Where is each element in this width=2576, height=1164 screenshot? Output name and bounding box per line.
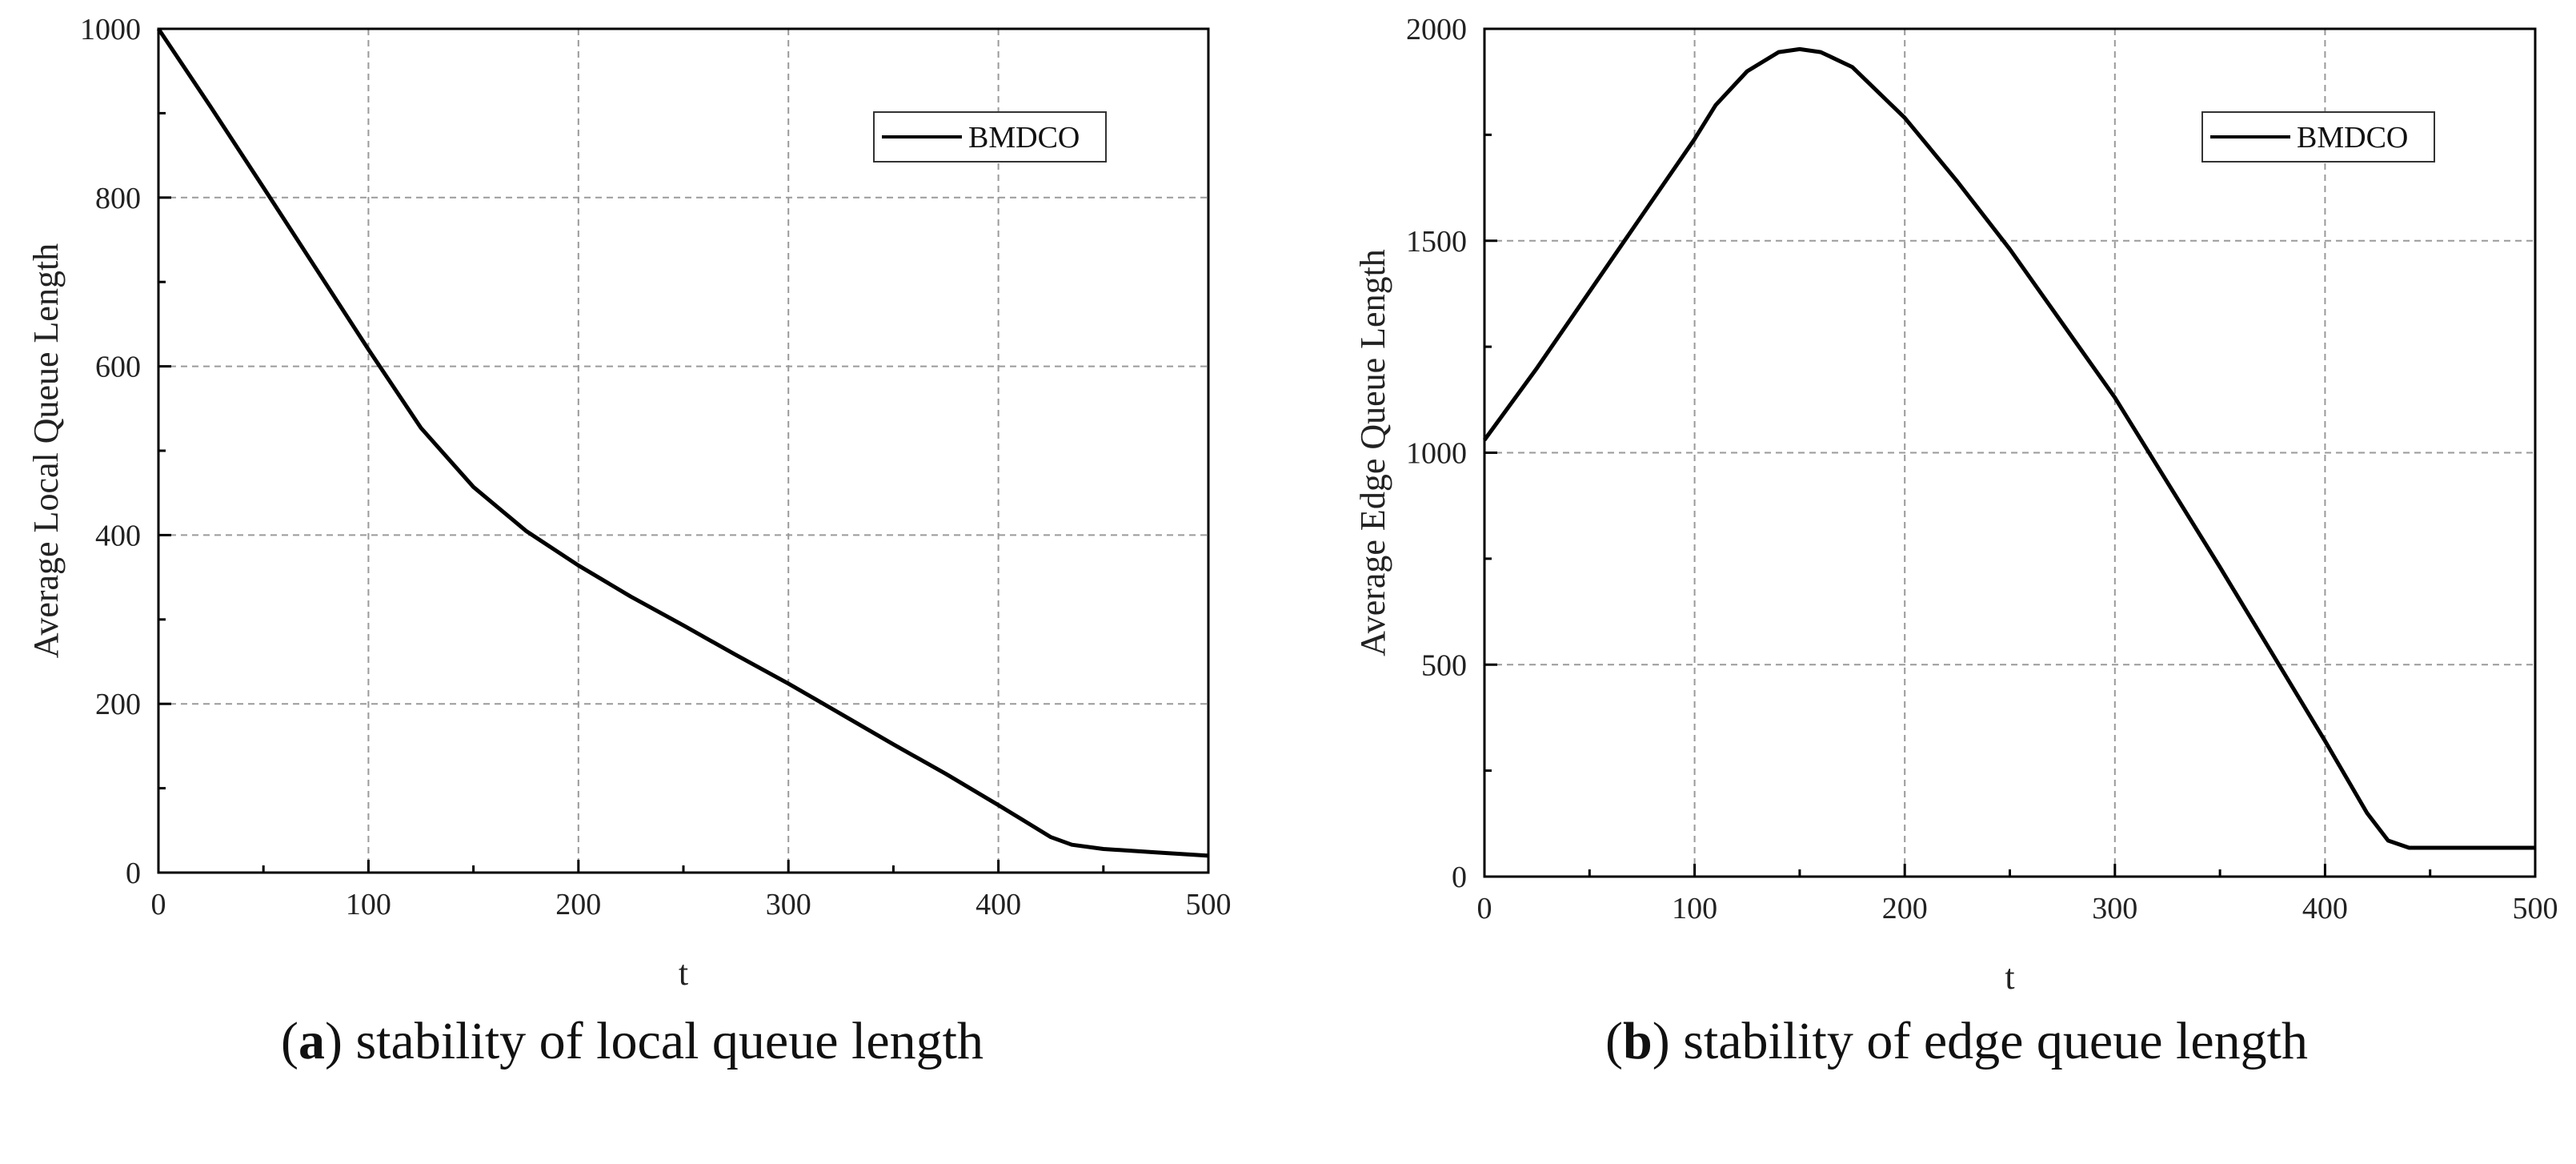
chart-b-y-tick-label: 1500 xyxy=(1406,225,1467,259)
chart-b-y-tick-label: 0 xyxy=(1452,861,1467,894)
chart-a-grid xyxy=(158,29,1208,873)
chart-b-caption: (b) stability of edge queue length xyxy=(1605,1012,2308,1070)
chart-b-caption-open: ( xyxy=(1605,1012,1623,1070)
chart-b-plot-frame xyxy=(1483,27,2537,878)
chart-a-series xyxy=(156,27,1209,858)
chart-a-caption-letter: a xyxy=(298,1012,325,1070)
chart-a-y-tick-label: 600 xyxy=(95,351,141,384)
chart-b: 0 100 200 300 400 500 0 500 1000 1500 2000 t Avera… xyxy=(1353,13,2558,1070)
chart-a-caption-text: stability of local queue length xyxy=(356,1012,984,1070)
chart-a-plot-frame xyxy=(157,27,1210,874)
chart-a-caption: (a) stability of local queue length xyxy=(281,1012,984,1070)
chart-b-legend-label: BMDCO xyxy=(2297,121,2408,155)
chart-a-legend-label: BMDCO xyxy=(968,121,1080,155)
chart-a-y-axis-title: Average Local Queue Length xyxy=(26,243,66,658)
chart-b-caption-letter: b xyxy=(1623,1012,1653,1070)
chart-a-x-tick-label: 500 xyxy=(1186,888,1232,921)
chart-a-x-tick-label: 200 xyxy=(555,888,601,921)
chart-b-x-tick-label: 500 xyxy=(2513,892,2558,925)
chart-a-y-tick-label: 800 xyxy=(95,182,141,215)
chart-b-series-line-bmdco xyxy=(1482,46,2535,850)
chart-a-y-tick-label: 400 xyxy=(95,519,141,552)
chart-a-caption-close: ) xyxy=(325,1012,355,1070)
chart-b-y-tick-label: 500 xyxy=(1421,648,1467,682)
chart-b-y-tick-label: 2000 xyxy=(1406,13,1467,46)
chart-b-grid xyxy=(1484,29,2535,877)
chart-b-caption-close: ) xyxy=(1653,1012,1683,1070)
chart-a-x-tick-label: 100 xyxy=(346,888,391,921)
chart-b-y-tick-label: 1000 xyxy=(1406,437,1467,471)
chart-b-tick-labels: 0 100 200 300 400 500 0 500 1000 1500 2000 xyxy=(1406,13,2558,925)
chart-a-x-tick-label: 300 xyxy=(766,888,811,921)
chart-b-x-tick-label: 0 xyxy=(1477,892,1492,925)
chart-b-y-axis-title: Average Edge Queue Length xyxy=(1353,249,1392,656)
chart-a-y-tick-label: 1000 xyxy=(80,13,141,46)
chart-b-x-tick-label: 400 xyxy=(2302,892,2348,925)
chart-b-x-tick-label: 100 xyxy=(1672,892,1717,925)
chart-b-legend: BMDCO xyxy=(2201,111,2435,163)
chart-a-x-tick-label: 0 xyxy=(151,888,166,921)
chart-a-x-tick-label: 400 xyxy=(976,888,1021,921)
chart-a-x-axis-title: t xyxy=(679,953,688,993)
chart-a-caption-open: ( xyxy=(281,1012,298,1070)
chart-a-tick-labels: 0 100 200 300 400 500 0 200 400 600 800 1000 xyxy=(80,13,1232,921)
chart-b-x-tick-label: 200 xyxy=(1882,892,1928,925)
chart-b-x-tick-label: 300 xyxy=(2092,892,2137,925)
chart-b-caption-text: stability of edge queue length xyxy=(1683,1012,2308,1070)
chart-a-series-line-bmdco xyxy=(156,27,1209,858)
chart-a: 0 100 200 300 400 500 0 200 400 600 800 1000 t Aver… xyxy=(26,13,1231,1070)
chart-a-legend: BMDCO xyxy=(873,111,1107,163)
chart-a-y-tick-label: 0 xyxy=(126,857,141,890)
chart-b-series xyxy=(1482,46,2535,850)
chart-b-x-axis-title: t xyxy=(2005,957,2014,997)
chart-a-y-tick-label: 200 xyxy=(95,688,141,721)
